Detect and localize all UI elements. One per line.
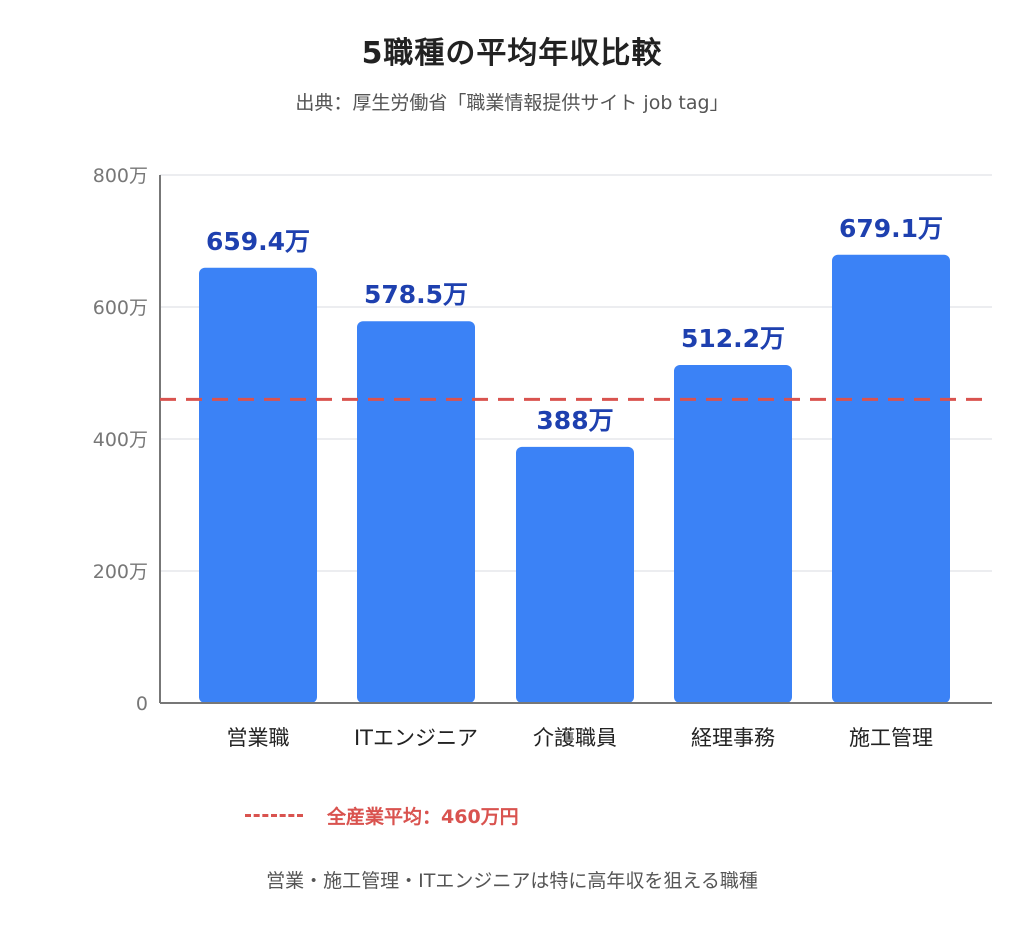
legend-label: 全産業平均：460万円 [327, 806, 519, 828]
x-category-label: 経理事務 [691, 726, 775, 750]
footnote: 営業・施工管理・ITエンジニアは特に高年収を狙える職種 [266, 870, 758, 892]
chart-subtitle: 出典：厚生労働省「職業情報提供サイト job tag」 [295, 92, 729, 114]
bar-value-label: 659.4万 [206, 227, 310, 256]
y-tick-label: 600万 [93, 297, 148, 319]
bar [832, 254, 950, 703]
bar-value-label: 512.2万 [681, 324, 785, 353]
y-tick-label: 800万 [93, 165, 148, 187]
legend: 全産業平均：460万円 [245, 802, 519, 829]
bar [674, 364, 792, 703]
bar [516, 446, 634, 703]
x-category-label: 営業職 [227, 726, 290, 750]
bar [199, 267, 317, 703]
chart-title: 5職種の平均年収比較 [361, 36, 663, 71]
bar-value-label: 578.5万 [364, 280, 468, 309]
y-tick-label: 0 [136, 693, 148, 715]
bar [357, 321, 475, 703]
y-tick-label: 400万 [93, 429, 148, 451]
bar-value-label: 679.1万 [839, 214, 943, 243]
x-category-label: 介護職員 [533, 726, 617, 750]
x-category-label: 施工管理 [849, 726, 933, 750]
legend-dashed-line [245, 814, 303, 817]
bar-value-label: 388万 [536, 406, 613, 435]
y-tick-label: 200万 [93, 561, 148, 583]
x-category-label: ITエンジニア [354, 726, 478, 750]
